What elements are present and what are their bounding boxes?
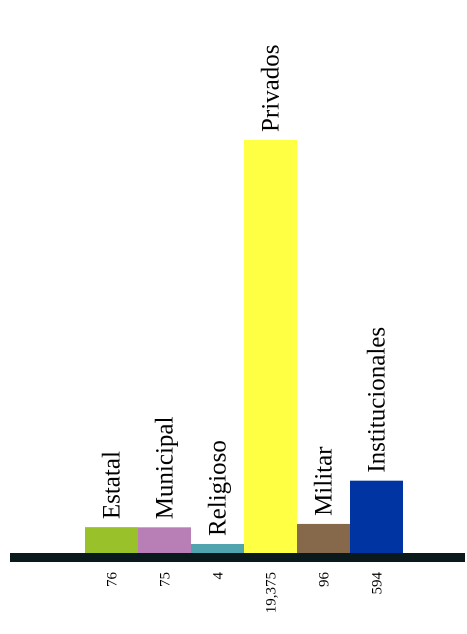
category-label-privados: Privados [258, 45, 285, 133]
category-label-religioso: Religioso [205, 440, 232, 536]
category-label-estatal: Estatal [99, 451, 126, 519]
bar-estatal [85, 527, 138, 553]
value-label-militar: 96 [317, 572, 333, 588]
category-label-municipal: Municipal [152, 416, 179, 519]
value-label-municipal: 75 [158, 572, 174, 587]
value-labels: 76 75 4 19,375 96 594 [105, 572, 386, 614]
category-label-institucionales: Institucionales [364, 327, 391, 473]
bars-group [85, 140, 403, 553]
category-label-militar: Militar [311, 446, 338, 516]
bar-institucionales [350, 480, 403, 553]
value-label-religioso: 4 [211, 572, 227, 580]
value-label-institucionales: 594 [370, 572, 386, 595]
bar-religioso [191, 544, 244, 553]
bar-militar [297, 523, 350, 553]
category-labels: Estatal Municipal Religioso Privados Militar… [99, 45, 391, 537]
value-label-privados: 19,375 [264, 572, 280, 613]
bar-municipal [138, 527, 191, 553]
x-axis-line [10, 553, 465, 562]
value-label-estatal: 76 [105, 572, 121, 588]
bar-privados [244, 140, 297, 553]
